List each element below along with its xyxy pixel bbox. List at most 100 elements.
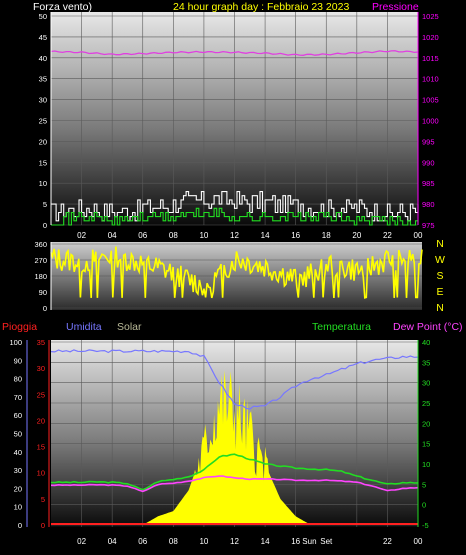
compass-label: N [436,238,444,250]
bottom-x-tick-label: 08 [169,537,178,546]
rain-tick-label: 5 [41,495,45,504]
direction-tick-label: 0 [43,304,47,313]
wind-tick-label: 20 [39,137,47,146]
temp-tick-label: -5 [422,521,429,530]
humidity-tick-label: 80 [14,375,22,384]
temp-tick-label: 25 [422,399,430,408]
wind-tick-label: 30 [39,96,47,105]
chart-title: 24 hour graph day : Febbraio 23 2023 [173,1,349,13]
wind-tick-label: 15 [39,158,47,167]
pressure-series-line [50,50,419,56]
temp-tick-label: 30 [422,379,430,388]
top-x-tick-label: 20 [352,231,361,240]
bottom-x-tick-label: 06 [138,537,147,546]
top-x-tick-label: 02 [77,231,86,240]
wind-tick-label: 0 [43,221,47,230]
wind-tick-label: 40 [39,54,47,63]
wind-tick-label: 10 [39,179,47,188]
legend-dewpoint: Dew Point (°C) [393,321,463,333]
top-x-tick-label: 10 [199,231,208,240]
humidity-series-line [50,349,419,410]
top-plot-series [50,50,419,226]
legend-pioggia: Pioggia [2,321,37,333]
compass-label: E [436,286,443,298]
humidity-tick-label: 60 [14,411,22,420]
bottom-axis-ticks: 010203040506070809010005101520253035-505… [9,338,430,546]
rain-tick-label: 20 [37,416,45,425]
humidity-tick-label: 20 [14,484,22,493]
bottom-plot-series [50,349,419,525]
pressure-tick-label: 985 [422,179,435,188]
rain-tick-label: 30 [37,364,45,373]
humidity-tick-label: 100 [9,338,22,347]
humidity-tick-label: 0 [18,521,22,530]
top-x-tick-label: 14 [261,231,270,240]
direction-axis-ticks: 0 90 180 270 360 [34,240,47,313]
bottom-x-tick-label: 00 [414,537,423,546]
compass-label: W [435,254,445,266]
bottom-x-tick-label: 22 [383,537,392,546]
compass-label: S [436,270,443,282]
bottom-x-tick-label: 12 [230,537,239,546]
pressure-tick-label: 995 [422,137,435,146]
temp-tick-label: 15 [422,440,430,449]
top-x-tick-label: 08 [169,231,178,240]
rain-tick-label: 15 [37,443,45,452]
humidity-tick-label: 70 [14,393,22,402]
top-x-tick-label: 04 [108,231,117,240]
pressure-tick-label: 1010 [422,75,439,84]
top-x-tick-label: 06 [138,231,147,240]
pressure-tick-label: 980 [422,200,435,209]
dewpoint-series-line [50,475,419,493]
temp-tick-label: 5 [422,480,426,489]
temp-tick-label: 10 [422,460,430,469]
wind-tick-label: 5 [43,200,47,209]
wind-tick-label: 35 [39,75,47,84]
top-x-tick-label: 16 [291,231,300,240]
bottom-x-tick-label: 04 [108,537,117,546]
top-x-tick-label: 00 [414,231,423,240]
direction-series-line [50,246,423,299]
direction-tick-label: 180 [34,272,47,281]
rain-tick-label: 35 [37,338,45,347]
rain-tick-label: 10 [37,469,45,478]
solar-series-area [51,370,418,525]
bottom-x-tick-label: 14 [261,537,270,546]
bottom-x-tick-label: 16 [291,537,300,546]
pressure-tick-label: 990 [422,158,435,167]
sunrise-label: Sun [302,537,316,546]
humidity-tick-label: 10 [14,503,22,512]
direction-tick-label: 360 [34,240,47,249]
direction-tick-label: 270 [34,256,47,265]
pressure-tick-label: 1015 [422,54,439,63]
wind-tick-label: 45 [39,33,47,42]
wind-tick-label: 25 [39,117,47,126]
top-x-tick-label: 12 [230,231,239,240]
bottom-x-tick-label: 10 [199,537,208,546]
pressure-tick-label: 1000 [422,117,439,126]
temp-tick-label: 0 [422,501,426,510]
pressure-axis-title: Pressione [372,1,419,13]
pressure-tick-label: 1025 [422,12,439,21]
temp-tick-label: 35 [422,358,430,367]
legend-umidita: Umidita [66,321,102,333]
humidity-tick-label: 90 [14,356,22,365]
top-x-tick-label: 18 [322,231,331,240]
humidity-tick-label: 40 [14,448,22,457]
temp-tick-label: 20 [422,419,430,428]
pressure-tick-label: 1020 [422,33,439,42]
humidity-tick-label: 30 [14,466,22,475]
wind-tick-label: 50 [39,12,47,21]
rain-tick-label: 25 [37,390,45,399]
direction-tick-label: 90 [39,288,47,297]
sunset-label: Set [320,537,333,546]
temp-tick-label: 40 [422,338,430,347]
gust-series-line [51,191,419,222]
legend-solar: Solar [117,321,142,333]
compass-label: N [436,302,444,314]
bottom-x-tick-label: 02 [77,537,86,546]
pressure-tick-label: 975 [422,221,435,230]
